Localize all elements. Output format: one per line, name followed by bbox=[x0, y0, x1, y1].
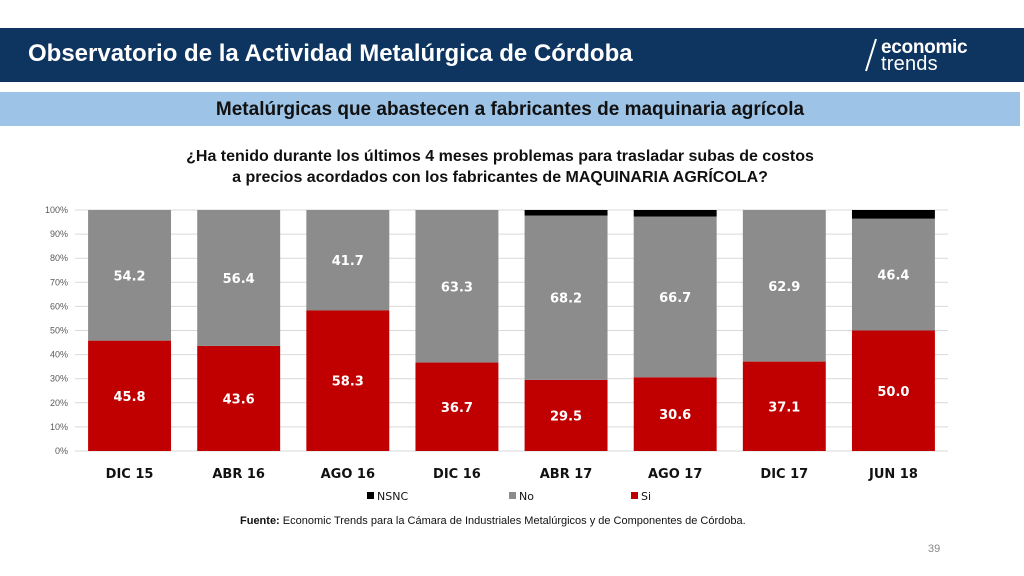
data-label: 36.7 bbox=[441, 401, 473, 416]
legend-swatch bbox=[509, 492, 516, 499]
data-label: 63.3 bbox=[441, 280, 473, 295]
data-label: 43.6 bbox=[223, 392, 255, 407]
legend-swatch bbox=[367, 492, 374, 499]
data-label: 29.5 bbox=[550, 409, 582, 424]
y-tick-label: 40% bbox=[50, 350, 68, 360]
page-title: Observatorio de la Actividad Metalúrgica… bbox=[28, 40, 633, 67]
data-label: 58.3 bbox=[332, 375, 364, 390]
data-label: 62.9 bbox=[768, 280, 800, 295]
y-tick-label: 60% bbox=[50, 301, 68, 311]
data-label: 54.2 bbox=[114, 269, 146, 284]
data-label: 45.8 bbox=[114, 390, 146, 405]
bar-segment bbox=[197, 210, 281, 346]
bar-segment bbox=[633, 216, 717, 378]
question-line-1: ¿Ha tenido durante los últimos 4 meses p… bbox=[186, 148, 814, 165]
y-tick-label: 80% bbox=[50, 253, 68, 263]
source-note: Fuente: Economic Trends para la Cámara d… bbox=[240, 515, 746, 527]
legend-label: NSNC bbox=[377, 490, 408, 503]
legend-swatch bbox=[631, 492, 638, 499]
logo-text-top: economic bbox=[881, 37, 968, 58]
y-tick-label: 20% bbox=[50, 398, 68, 408]
economic-trends-logo: economic trends bbox=[864, 36, 1004, 76]
logo-slash-icon bbox=[865, 38, 877, 72]
source-text: Economic Trends para la Cámara de Indust… bbox=[279, 515, 746, 527]
x-tick-label: DIC 15 bbox=[106, 467, 154, 482]
bar-segment bbox=[88, 340, 172, 451]
chart-question: ¿Ha tenido durante los últimos 4 meses p… bbox=[150, 146, 850, 188]
question-line-2: a precios acordados con los fabricantes … bbox=[232, 169, 768, 186]
data-label: 66.7 bbox=[659, 291, 691, 306]
y-tick-label: 10% bbox=[50, 422, 68, 432]
y-tick-label: 90% bbox=[50, 229, 68, 239]
data-label: 68.2 bbox=[550, 292, 582, 307]
header-bar: Observatorio de la Actividad Metalúrgica… bbox=[0, 28, 1024, 82]
bar-segment bbox=[742, 210, 826, 362]
bar-segment bbox=[88, 210, 172, 341]
bar-segment bbox=[633, 377, 717, 451]
bar-segment bbox=[197, 345, 281, 451]
bar-segment bbox=[851, 210, 935, 219]
x-tick-label: DIC 16 bbox=[433, 467, 481, 482]
legend-label: No bbox=[519, 490, 534, 503]
bar-segment bbox=[524, 210, 608, 216]
logo-text-bottom: trends bbox=[881, 53, 938, 75]
x-tick-label: AGO 16 bbox=[321, 467, 375, 482]
bar-segment bbox=[415, 362, 499, 451]
y-tick-label: 0% bbox=[55, 446, 68, 456]
x-tick-label: ABR 17 bbox=[540, 467, 593, 482]
source-label: Fuente: bbox=[240, 515, 280, 527]
y-tick-label: 30% bbox=[50, 374, 68, 384]
data-label: 37.1 bbox=[768, 400, 800, 415]
bar-segment bbox=[851, 218, 935, 331]
subtitle-bar: Metalúrgicas que abastecen a fabricantes… bbox=[0, 92, 1020, 126]
y-tick-label: 100% bbox=[45, 205, 68, 215]
y-tick-label: 70% bbox=[50, 277, 68, 287]
legend-label: Si bbox=[641, 490, 651, 503]
bar-segment bbox=[851, 330, 935, 451]
page-number: 39 bbox=[928, 543, 941, 555]
x-tick-label: DIC 17 bbox=[760, 467, 808, 482]
data-label: 41.7 bbox=[332, 254, 364, 269]
y-tick-label: 50% bbox=[50, 326, 68, 336]
bar-segment bbox=[524, 215, 608, 380]
bar-segment bbox=[306, 210, 390, 311]
bar-segment bbox=[742, 361, 826, 451]
data-label: 46.4 bbox=[877, 269, 909, 284]
data-label: 30.6 bbox=[659, 408, 691, 423]
bar-segment bbox=[306, 310, 390, 451]
data-label: 50.0 bbox=[877, 385, 909, 400]
x-tick-label: AGO 17 bbox=[648, 467, 702, 482]
section-subtitle: Metalúrgicas que abastecen a fabricantes… bbox=[215, 99, 805, 120]
x-tick-label: ABR 16 bbox=[212, 467, 265, 482]
x-tick-label: JUN 18 bbox=[868, 467, 918, 482]
bar-segment bbox=[633, 210, 717, 217]
bar-segment bbox=[415, 210, 499, 363]
data-label: 56.4 bbox=[223, 272, 255, 287]
bar-segment bbox=[524, 379, 608, 451]
